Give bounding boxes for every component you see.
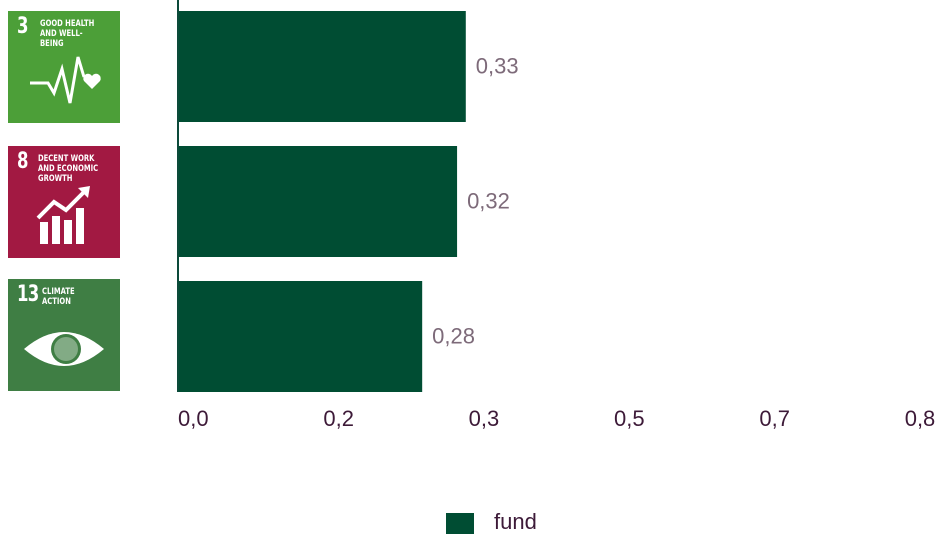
value-label: 0,28 [432,323,475,348]
value-label: 0,33 [476,53,519,78]
x-tick-label: 0,3 [469,406,500,431]
sdg-icon: 8 DECENT WORK AND ECONOMIC GROWTH [8,146,120,258]
legend-swatch [446,513,474,534]
legend-label: fund [494,509,537,534]
sdg-icon: 13 CLIMATE ACTION [8,279,120,391]
bar [178,146,458,257]
sdg-number: 13 [17,282,39,307]
sdg-icon: 3 GOOD HEALTH AND WELL-BEING [8,11,120,123]
sdg-number: 8 [17,149,29,174]
x-tick-label: 0,2 [323,406,354,431]
x-tick-label: 0,5 [614,406,645,431]
sdg-glyph [24,332,104,366]
bar [178,11,466,122]
sdg-label: CLIMATE ACTION [42,287,75,307]
sdg-glyph [30,56,101,104]
x-tick-label: 0,7 [759,406,790,431]
x-tick-label: 0,8 [905,406,936,431]
sdg-label: DECENT WORK AND ECONOMIC GROWTH [38,154,99,184]
bar [178,281,423,392]
sdg-number: 3 [17,14,29,39]
sdg-label: GOOD HEALTH AND WELL-BEING [40,19,95,49]
value-label: 0,32 [467,188,510,213]
sdg-glyph [36,186,90,244]
x-tick-label: 0,0 [178,406,209,431]
